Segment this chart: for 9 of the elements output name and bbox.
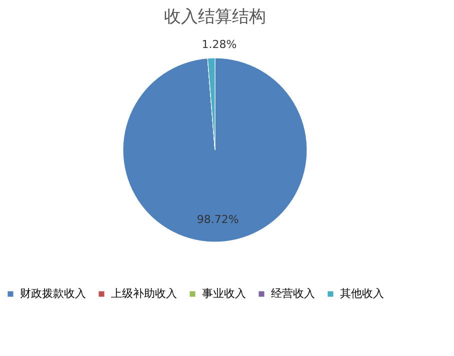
legend-label: 经营收入 [271,286,315,300]
legend-label: 其他收入 [340,286,384,300]
chart-title: 收入结算结构 [164,7,266,27]
legend-label: 财政拨款收入 [20,286,86,300]
data-label: 98.72% [196,212,239,226]
data-label: 1.28% [202,38,237,52]
legend-label: 事业收入 [202,286,246,300]
pie-slice [122,58,308,242]
legend-label: 上级补助收入 [111,286,177,300]
